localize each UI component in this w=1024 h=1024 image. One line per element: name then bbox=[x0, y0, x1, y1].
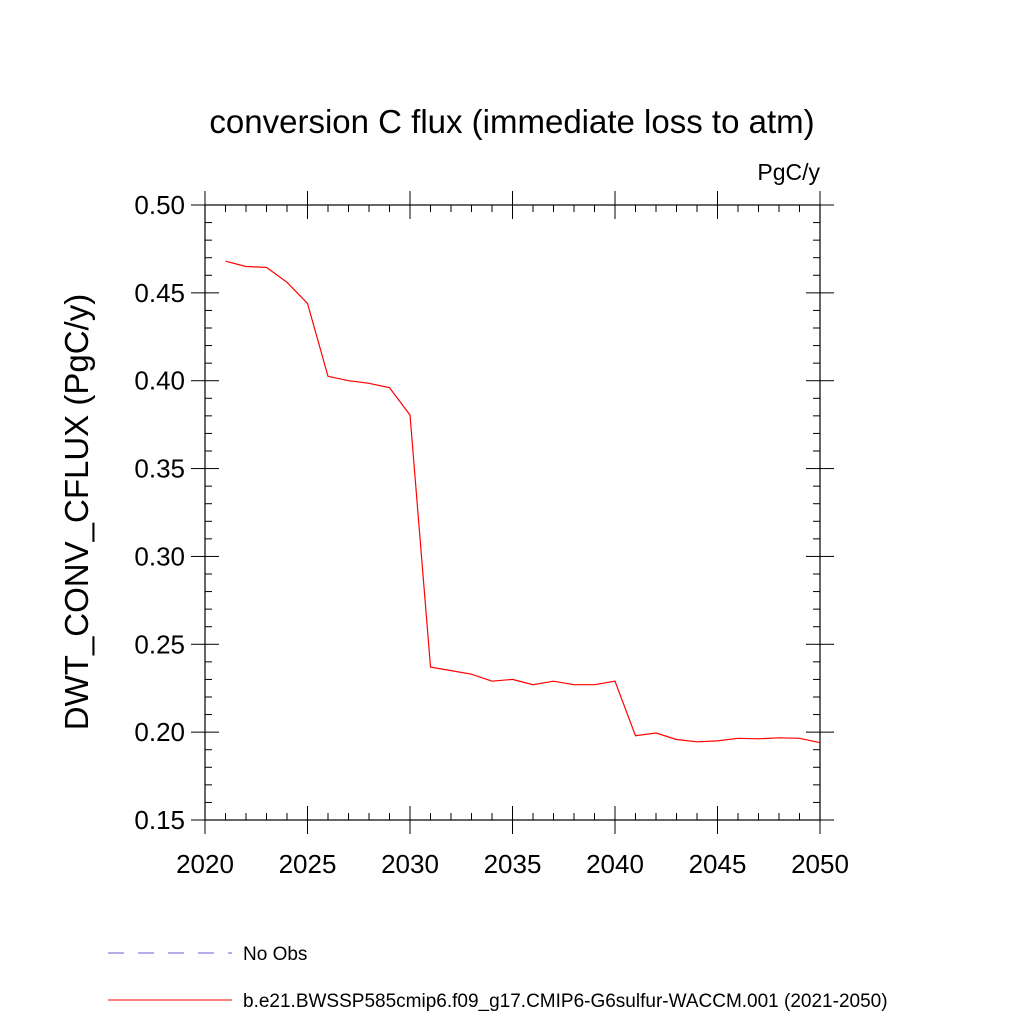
x-axis-ticks: 2020 2025 2030 2035 2040 2045 2050 bbox=[176, 191, 849, 879]
x-tick-label: 2040 bbox=[586, 849, 644, 879]
y-tick-label: 0.50 bbox=[134, 190, 185, 220]
legend-label-no-obs: No Obs bbox=[243, 944, 307, 965]
x-tick-label: 2035 bbox=[484, 849, 542, 879]
series-layer bbox=[225, 260, 821, 744]
y-tick-label: 0.15 bbox=[134, 805, 185, 835]
legend: No Obs b.e21.BWSSP585cmip6.f09_g17.CMIP6… bbox=[108, 944, 888, 1012]
y-tick-label: 0.25 bbox=[134, 629, 185, 659]
units-label: PgC/y bbox=[757, 159, 820, 185]
y-tick-label: 0.35 bbox=[134, 454, 185, 484]
plot-frame bbox=[204, 204, 821, 821]
x-tick-label: 2050 bbox=[791, 849, 849, 879]
x-tick-label: 2020 bbox=[176, 849, 234, 879]
y-axis-label: DWT_CONV_CFLUX (PgC/y) bbox=[58, 294, 95, 730]
plot-border bbox=[204, 204, 821, 821]
y-tick-label: 0.30 bbox=[134, 541, 185, 571]
legend-label-model-run: b.e21.BWSSP585cmip6.f09_g17.CMIP6-G6sulf… bbox=[243, 991, 888, 1012]
y-axis-ticks: 0.15 0.20 0.25 0.30 0.35 0.40 0.45 0.50 bbox=[134, 190, 834, 835]
y-tick-label: 0.45 bbox=[134, 278, 185, 308]
y-tick-label: 0.20 bbox=[134, 717, 185, 747]
x-tick-label: 2045 bbox=[689, 849, 747, 879]
chart-title: conversion C flux (immediate loss to atm… bbox=[209, 103, 814, 140]
x-tick-label: 2025 bbox=[279, 849, 337, 879]
series-line bbox=[225, 260, 821, 744]
y-tick-label: 0.40 bbox=[134, 366, 185, 396]
x-tick-label: 2030 bbox=[381, 849, 439, 879]
